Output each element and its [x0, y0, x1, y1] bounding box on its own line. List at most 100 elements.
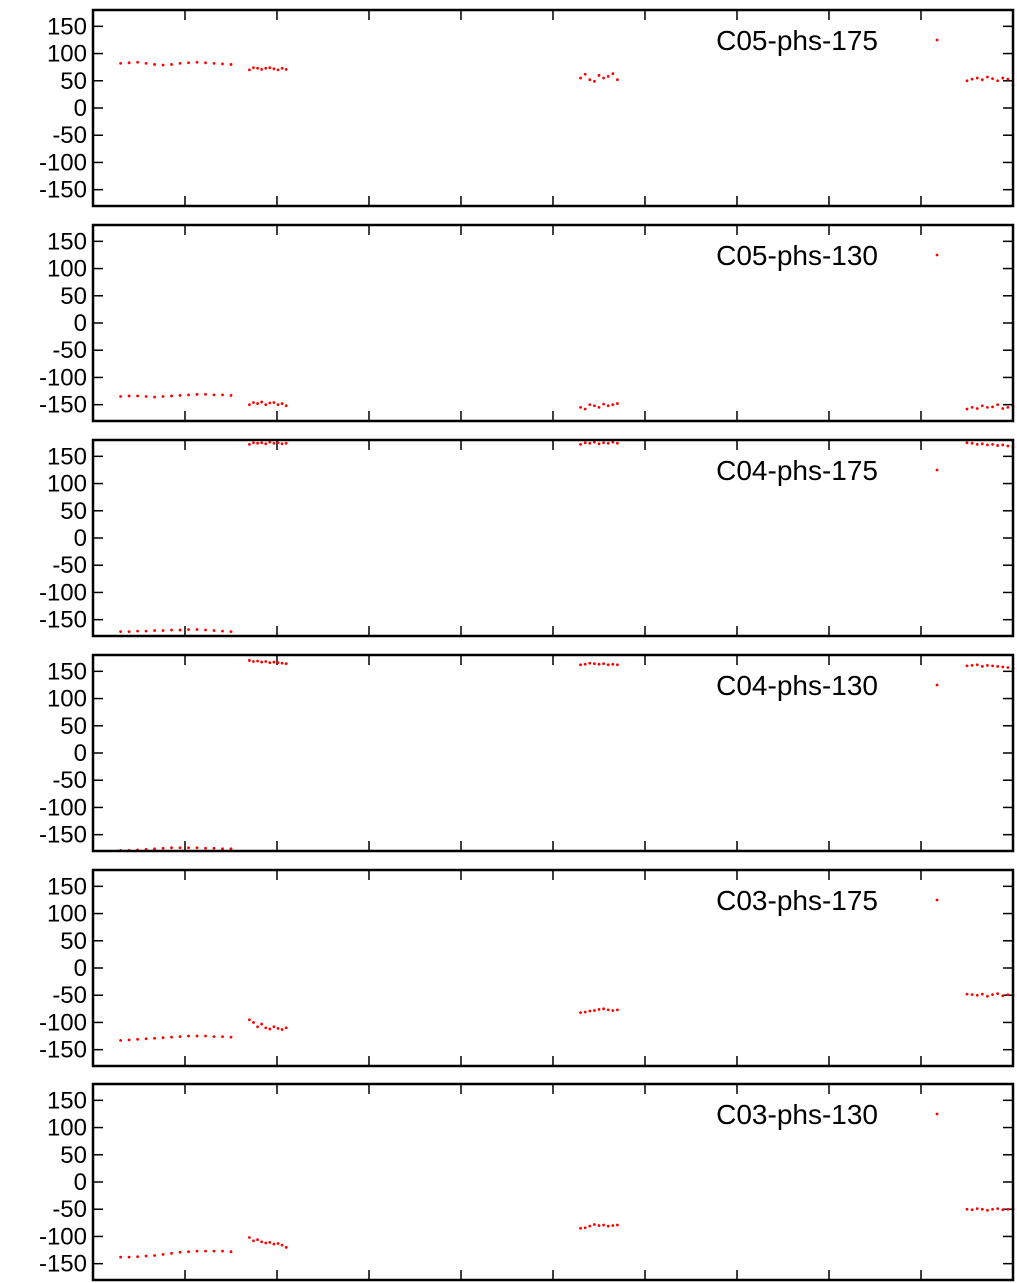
y-tick-label: 100: [47, 471, 87, 498]
data-point: [965, 1207, 969, 1211]
y-tick-label: -100: [39, 364, 87, 391]
data-point: [161, 63, 165, 67]
data-point: [268, 661, 272, 665]
data-point: [127, 394, 131, 398]
data-point: [1006, 1207, 1010, 1211]
data-point: [991, 664, 994, 668]
data-point: [616, 1223, 619, 1227]
data-point: [280, 66, 284, 70]
data-point: [980, 1207, 984, 1211]
data-point: [195, 392, 199, 396]
data-point: [965, 79, 969, 83]
data-point: [970, 663, 974, 667]
data-point: [264, 660, 268, 663]
data-point: [975, 1207, 979, 1211]
y-tick-label: 50: [60, 498, 87, 525]
y-tick-label: 100: [47, 1115, 87, 1142]
data-point: [1001, 1208, 1005, 1212]
data-point: [248, 1236, 251, 1239]
data-point: [593, 404, 596, 408]
data-point: [212, 1249, 216, 1253]
data-point: [264, 1026, 268, 1030]
data-point: [597, 1224, 601, 1227]
data-point: [965, 992, 969, 996]
data-point: [583, 407, 587, 411]
data-point: [588, 403, 592, 407]
data-point: [276, 68, 280, 72]
y-tick-label: -50: [52, 337, 87, 364]
data-point: [606, 663, 610, 667]
data-point: [229, 630, 233, 634]
data-point: [144, 1037, 148, 1041]
data-point: [276, 661, 280, 665]
data-point: [268, 1027, 272, 1031]
data-point: [170, 394, 173, 398]
legend-label: C04-phs-175: [716, 455, 878, 486]
y-tick-label: -50: [52, 122, 87, 149]
data-point: [221, 629, 224, 633]
data-point: [252, 1239, 255, 1243]
data-point: [980, 442, 984, 446]
data-point: [991, 442, 994, 446]
y-tick-label: 50: [60, 713, 87, 740]
y-tick-label: 0: [74, 310, 87, 337]
data-point: [229, 1035, 233, 1039]
y-tick-label: 150: [47, 443, 87, 470]
data-point: [579, 76, 582, 80]
y-tick-label: 50: [60, 68, 87, 95]
data-point: [597, 662, 601, 666]
y-tick-label: -50: [52, 982, 87, 1009]
data-point: [593, 1009, 596, 1012]
data-point: [178, 846, 182, 850]
data-point: [284, 662, 288, 666]
data-point: [611, 440, 615, 444]
data-point: [280, 1243, 284, 1247]
data-point: [264, 66, 268, 70]
data-point: [153, 63, 156, 66]
y-tick-label: 0: [74, 1169, 87, 1196]
data-point: [616, 402, 619, 405]
data-point: [986, 994, 989, 998]
data-point: [260, 1240, 264, 1244]
data-point: [1001, 994, 1005, 998]
data-point: [991, 405, 994, 409]
y-tick-label: 100: [47, 686, 87, 713]
data-point: [187, 1034, 190, 1038]
data-point: [1006, 444, 1010, 448]
legend-label: C03-phs-175: [716, 885, 878, 916]
data-point: [276, 441, 280, 445]
data-point: [144, 61, 148, 65]
data-point: [593, 79, 596, 83]
data-point: [1001, 443, 1005, 447]
y-tick-label: -50: [52, 767, 87, 794]
y-tick-label: -150: [39, 822, 87, 849]
data-point: [602, 1007, 605, 1011]
plot-frame: [91, 438, 1015, 638]
data-point: [256, 402, 259, 405]
data-point: [136, 629, 139, 633]
data-point: [996, 992, 1000, 995]
data-point: [991, 1207, 994, 1211]
data-point: [119, 630, 122, 634]
data-point: [221, 1249, 224, 1253]
data-point: [119, 395, 122, 398]
data-point: [583, 662, 587, 666]
data-point: [272, 67, 276, 71]
data-point: [144, 395, 148, 398]
data-point: [195, 628, 199, 631]
data-point: [996, 403, 1000, 407]
data-point: [252, 401, 255, 404]
data-point: [1006, 993, 1010, 997]
data-point: [127, 61, 131, 65]
data-point: [970, 993, 974, 997]
data-point: [272, 1242, 276, 1246]
data-point: [583, 1226, 587, 1230]
data-point: [170, 1251, 173, 1255]
data-point: [153, 847, 156, 851]
y-tick-label: -150: [39, 1037, 87, 1064]
data-point: [260, 660, 264, 664]
data-point: [127, 1255, 131, 1259]
data-point: [252, 1021, 255, 1024]
